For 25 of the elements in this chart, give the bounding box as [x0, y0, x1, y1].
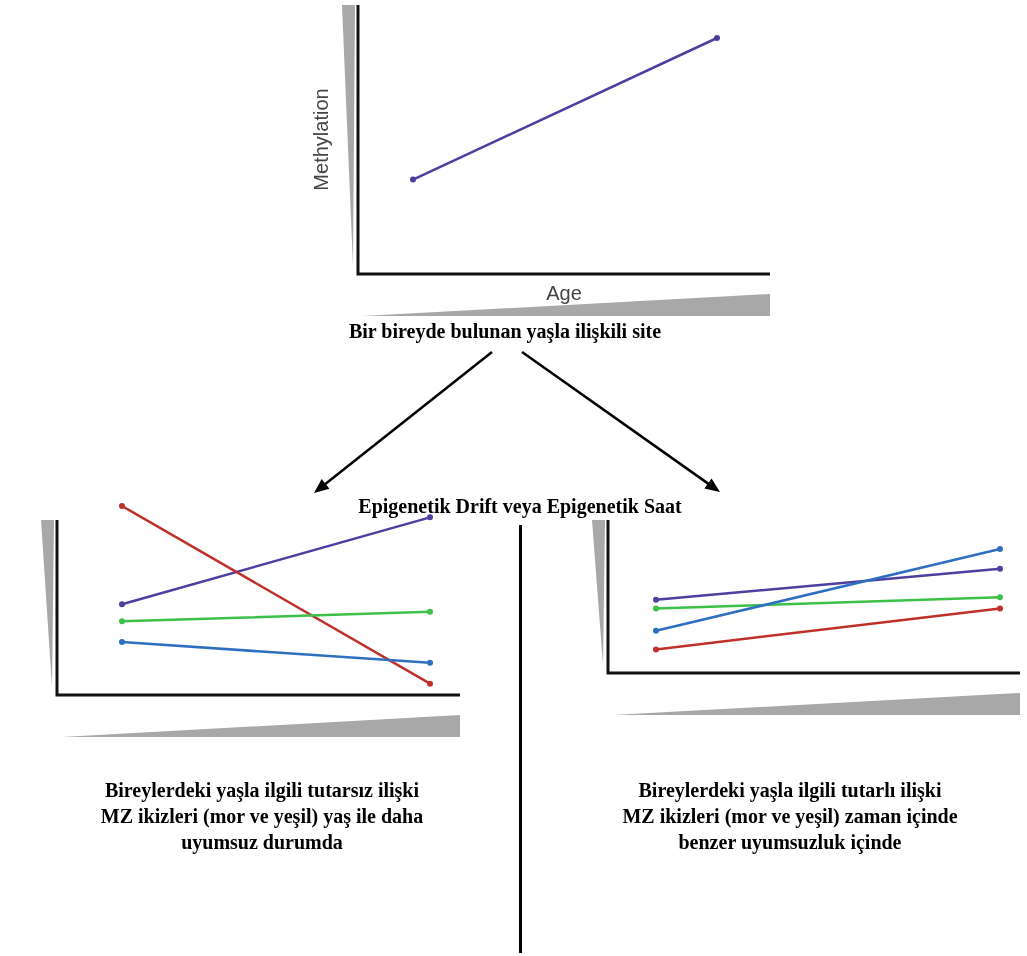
y-axis-title: Methylation: [310, 88, 332, 191]
point: [653, 627, 659, 634]
point: [427, 659, 433, 666]
text: MZ ikizleri (mor ve yeşil) yaş ile daha: [100, 805, 424, 828]
x-axis-title: Age: [546, 282, 582, 304]
point: [997, 605, 1003, 612]
point: [119, 601, 125, 608]
text: MZ ikizleri (mor ve yeşil) zaman içinde: [622, 805, 958, 828]
text: Bir bireyde bulunan yaşla ilişkili site: [348, 320, 662, 343]
point: [119, 618, 125, 625]
point: [997, 565, 1003, 572]
text: Bireylerdeki yaşla ilgili tutarsız ilişki: [104, 779, 420, 802]
point: [653, 605, 659, 612]
point: [427, 608, 433, 615]
point: [427, 680, 433, 687]
point: [997, 594, 1003, 601]
annotation: Epigenetik Drift veya Epigenetik Saat: [358, 495, 682, 518]
text: Bireylerdeki yaşla ilgili tutarlı ilişki: [638, 779, 942, 802]
point: [119, 639, 125, 646]
point: [997, 546, 1003, 552]
text: uyumsuz durumda: [181, 831, 343, 854]
point: [653, 596, 659, 603]
text: benzer uyumsuzluk içinde: [678, 831, 902, 854]
point: [119, 503, 125, 509]
point: [653, 646, 659, 653]
